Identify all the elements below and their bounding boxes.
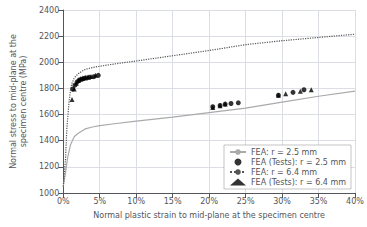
svg-text:1400: 1400: [39, 136, 59, 145]
svg-text:20%: 20%: [200, 197, 218, 206]
svg-text:30%: 30%: [273, 197, 291, 206]
svg-text:FEA (Tests): r = 2.5 mm: FEA (Tests): r = 2.5 mm: [251, 158, 346, 167]
svg-text:0%: 0%: [57, 197, 70, 206]
svg-text:2000: 2000: [39, 58, 59, 67]
svg-text:FEA (Tests): r = 6.4 mm: FEA (Tests): r = 6.4 mm: [251, 178, 346, 187]
svg-text:FEA: r = 6.4 mm: FEA: r = 6.4 mm: [251, 168, 317, 177]
svg-text:1000: 1000: [38, 188, 60, 198]
svg-text:2200: 2200: [39, 32, 59, 41]
svg-text:25%: 25%: [237, 197, 255, 206]
svg-text:1200: 1200: [39, 162, 59, 171]
svg-text:5%: 5%: [93, 197, 106, 206]
svg-text:FEA: r = 2.5 mm: FEA: r = 2.5 mm: [251, 148, 317, 157]
svg-text:10%: 10%: [127, 197, 145, 206]
svg-text:specimen centre (MPa): specimen centre (MPa): [19, 56, 28, 148]
svg-text:Normal plastic strain to mid-p: Normal plastic strain to mid-plane at th…: [93, 211, 325, 220]
svg-text:1600: 1600: [39, 110, 59, 119]
svg-text:1800: 1800: [39, 84, 59, 93]
svg-text:15%: 15%: [164, 197, 182, 206]
svg-text:Normal stress to mid-plane at: Normal stress to mid-plane at the: [9, 34, 18, 169]
svg-text:40%: 40%: [346, 197, 364, 206]
svg-text:2400: 2400: [39, 6, 59, 15]
svg-text:35%: 35%: [310, 197, 328, 206]
